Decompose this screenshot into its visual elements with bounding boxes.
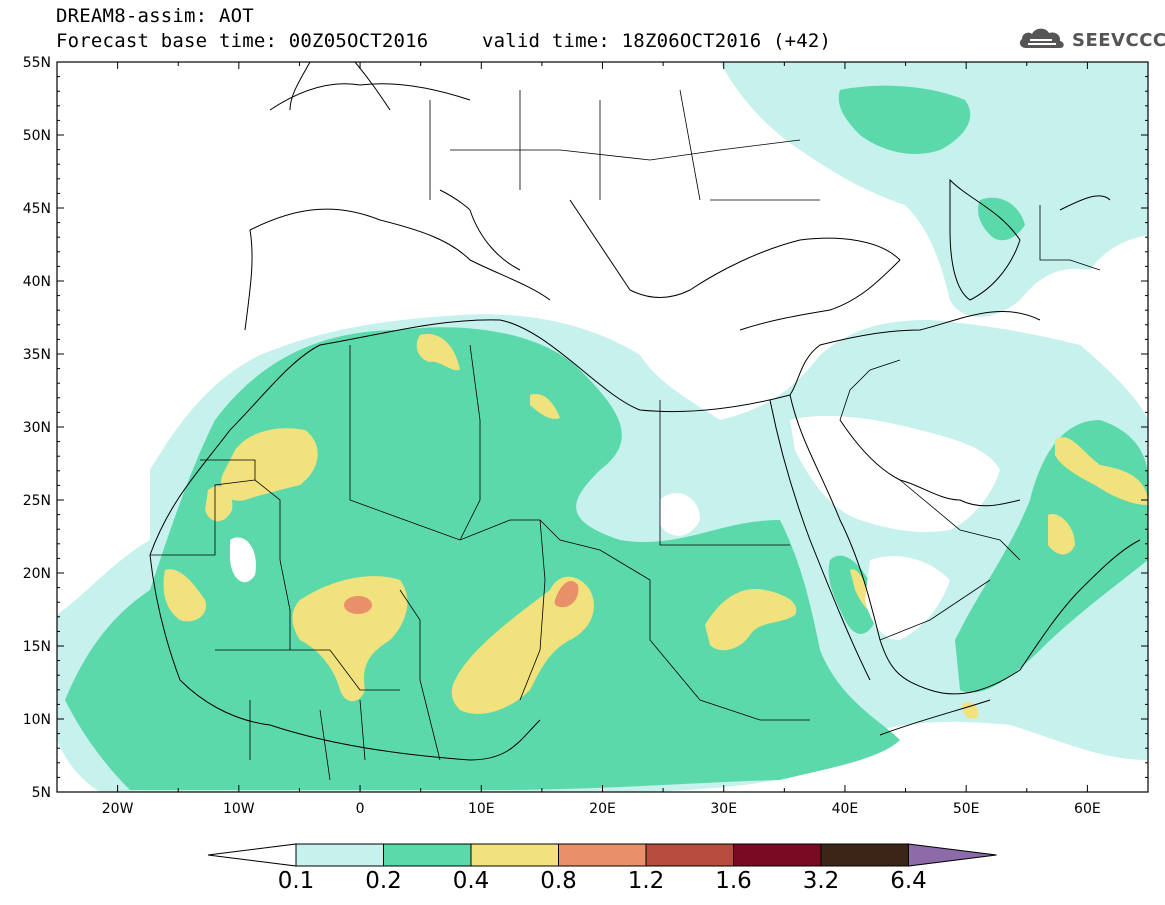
- colorbar-label: 1.6: [715, 868, 752, 894]
- colorbar-swatch: [383, 843, 472, 867]
- clear-sky-areas: [230, 415, 1000, 640]
- lat-tick-label: 30N: [23, 420, 51, 436]
- lon-tick-label: 10W: [223, 801, 255, 817]
- colorbar: [207, 843, 997, 867]
- lat-tick-label: 20N: [23, 566, 51, 582]
- valid-time: valid time: 18Z06OCT2016 (+42): [482, 30, 832, 52]
- cloud-logo-icon: [1019, 28, 1064, 48]
- lon-tick-label: 60E: [1074, 801, 1101, 817]
- country-borders: [150, 89, 1101, 781]
- lon-tick-label: 40E: [832, 801, 859, 817]
- lat-tick-label: 15N: [23, 639, 51, 655]
- lat-tick-label: 35N: [23, 347, 51, 363]
- lon-tick-label: 20W: [102, 801, 134, 817]
- axis-tick-labels: 20W 10W 0 10E 20E 30E 40E 50E 60E 55N 50N 45N 40N 35N…: [23, 55, 1101, 817]
- lon-tick-label: 0: [356, 801, 365, 817]
- lon-tick-label: 50E: [953, 801, 980, 817]
- colorbar-label: 0.2: [365, 868, 402, 894]
- colorbar-swatch: [295, 843, 384, 867]
- colorbar-swatch: [470, 843, 559, 867]
- colorbar-label: 6.4: [890, 868, 927, 894]
- colorbar-label: 1.2: [627, 868, 665, 894]
- seevccc-logo: SEEVCCC: [1016, 24, 1165, 56]
- colorbar-swatch: [645, 843, 734, 867]
- lon-tick-label: 10E: [468, 801, 495, 817]
- aot-contour-0-8: [344, 580, 579, 614]
- coastlines: [149, 62, 1141, 761]
- aot-contour-0-4: [163, 334, 1148, 719]
- colorbar-low-arrow: [207, 843, 297, 867]
- colorbar-swatch: [820, 843, 909, 867]
- lat-tick-label: 40N: [23, 274, 51, 290]
- logo-text: SEEVCCC: [1072, 30, 1165, 51]
- lat-tick-label: 10N: [23, 712, 51, 728]
- lat-tick-label: 25N: [23, 493, 51, 509]
- colorbar-label: 0.8: [540, 868, 577, 894]
- lon-tick-label: 30E: [710, 801, 737, 817]
- axis-ticks: [56, 61, 1149, 793]
- forecast-base-time: Forecast base time: 00Z05OCT2016: [56, 30, 429, 52]
- lat-tick-label: 45N: [23, 201, 51, 217]
- lon-tick-label: 20E: [589, 801, 616, 817]
- colorbar-label: 3.2: [802, 868, 840, 894]
- colorbar-label: 0.1: [277, 868, 315, 894]
- colorbar-high-arrow: [908, 843, 997, 867]
- lat-tick-label: 5N: [32, 785, 51, 801]
- lat-tick-label: 50N: [23, 128, 51, 144]
- lat-tick-label: 55N: [23, 55, 51, 71]
- map-title: DREAM8-assim: AOT: [56, 5, 254, 27]
- colorbar-swatch: [733, 843, 822, 867]
- colorbar-swatch: [558, 843, 647, 867]
- colorbar-label: 0.4: [452, 868, 490, 894]
